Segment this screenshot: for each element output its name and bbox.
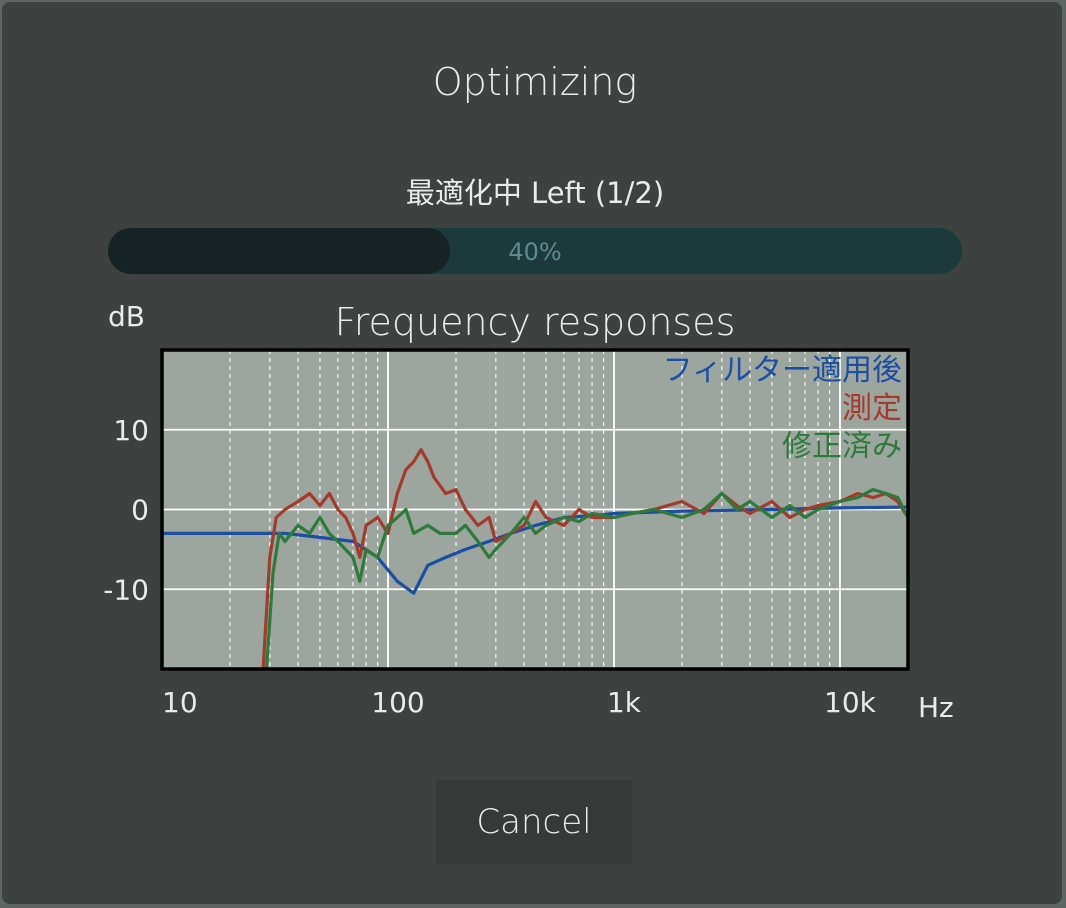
legend-entry: 修正済み [782,429,902,464]
x-tick-label: 10 [162,686,198,719]
status-text: 最適化中 Left (1/2) [405,176,665,210]
frequency-response-chart: Frequency responses dB Hz フィルター適用後 測定 修正済み… [2,292,1066,732]
progress-fill [108,228,450,274]
dialog-title: Optimizing [432,60,638,104]
y-axis-label: dB [108,300,145,333]
series-line-2 [261,448,908,669]
cancel-button[interactable]: Cancel [436,780,632,864]
progress-bar: 40% [108,228,962,274]
legend-entry: フィルター適用後 [663,353,902,388]
series-line-3 [264,488,908,669]
x-tick-label: 100 [371,686,424,719]
chart-title: Frequency responses [335,300,736,344]
y-tick-label: 10 [113,414,149,447]
x-axis-label: Hz [918,691,954,724]
legend-entry: 測定 [842,391,902,426]
y-tick-label: 0 [131,494,149,527]
y-tick-label: -10 [103,573,149,606]
chart-svg: Frequency responses dB Hz フィルター適用後測定修正済み… [103,300,954,724]
progress-label: 40% [508,238,562,266]
plot-frame [160,348,910,671]
x-tick-label: 1k [607,686,642,719]
x-tick-label: 10k [824,686,877,719]
